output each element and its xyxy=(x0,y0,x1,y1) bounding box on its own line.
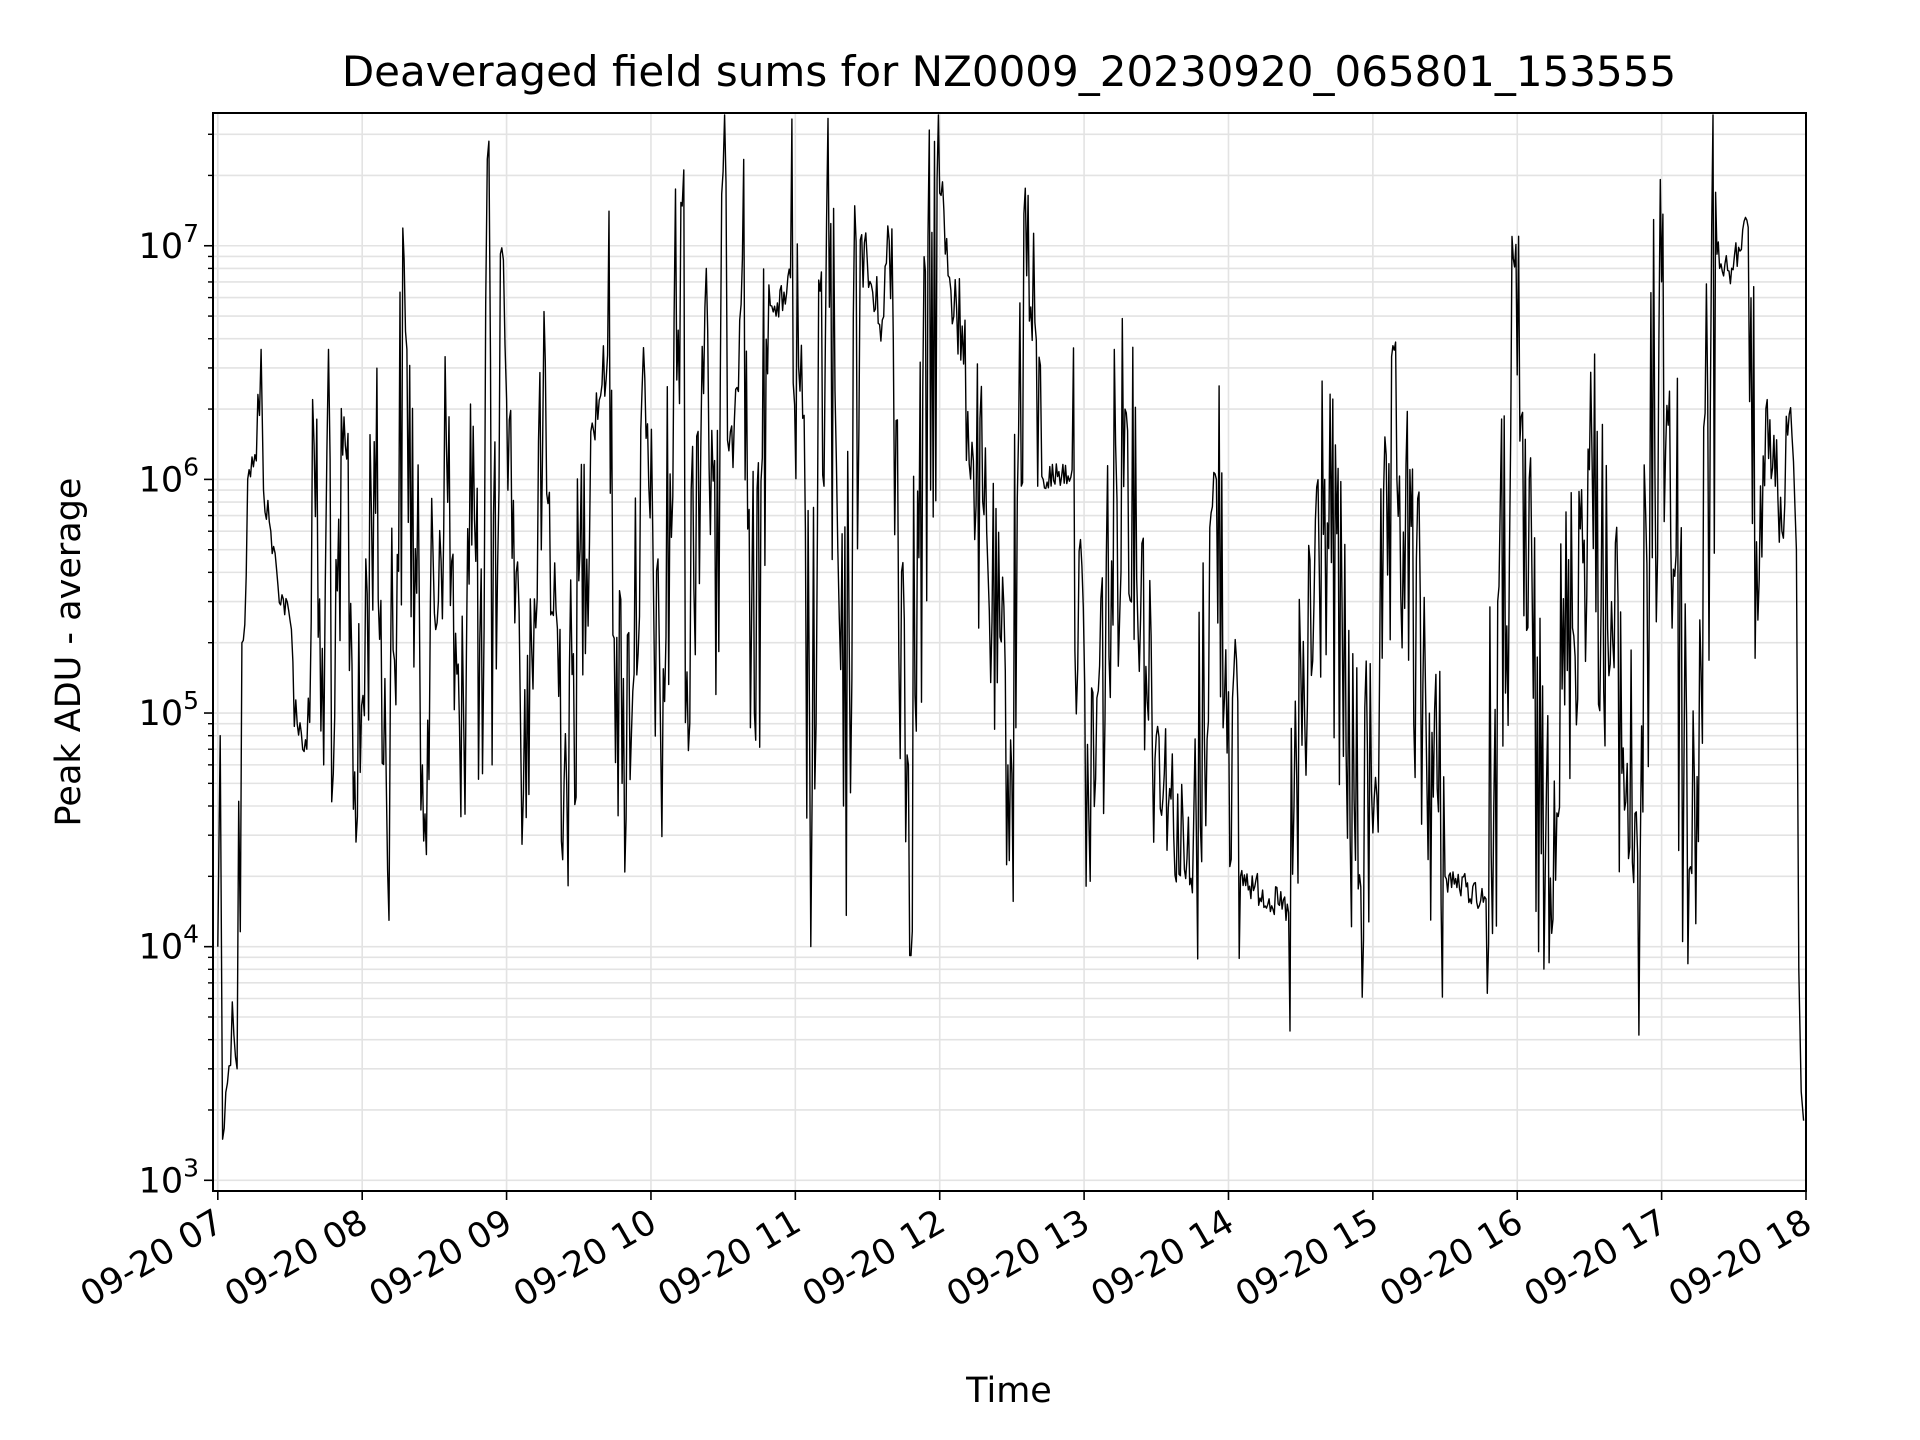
y-tick-label: 103 xyxy=(139,1153,199,1201)
data-line xyxy=(217,114,1805,1140)
chart-title: Deaveraged field sums for NZ0009_2023092… xyxy=(342,47,1676,96)
y-tick-label: 104 xyxy=(139,920,199,968)
plot-frame xyxy=(212,112,1807,1192)
x-axis-label: Time xyxy=(965,1371,1052,1411)
y-tick-label: 107 xyxy=(139,219,199,267)
y-tick-label: 105 xyxy=(139,686,199,734)
y-tick-label: 106 xyxy=(139,452,199,500)
series-layer xyxy=(217,114,1805,1140)
y-axis-label: Peak ADU - average xyxy=(49,478,89,827)
